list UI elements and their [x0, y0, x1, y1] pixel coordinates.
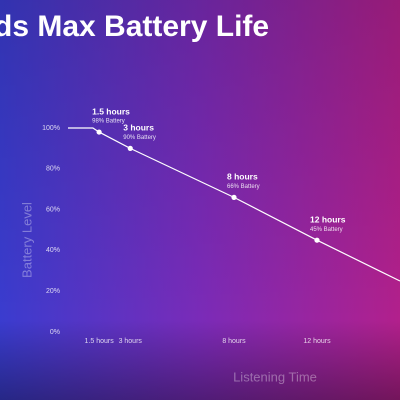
point-value-label: 98% Battery: [92, 119, 125, 125]
y-tick-label: 0%: [50, 329, 60, 336]
y-tick-label: 80%: [46, 166, 60, 173]
point-label: 3 hours: [123, 123, 154, 133]
point-value-label: 66% Battery: [227, 184, 260, 190]
x-axis-label: Listening Time: [233, 369, 317, 384]
x-tick-label: 12 hours: [303, 338, 331, 345]
point: [231, 194, 237, 200]
y-tick-label: 60%: [46, 206, 60, 213]
chart-title: ds Max Battery Life: [0, 10, 269, 43]
y-tick-label: 40%: [46, 247, 60, 254]
point-label: 1.5 hours: [92, 106, 130, 116]
y-tick-label: 20%: [46, 288, 60, 295]
y-tick-label: 100%: [42, 125, 60, 132]
point: [314, 237, 320, 243]
x-tick-label: 1.5 hours: [85, 338, 115, 345]
point-value-label: 45% Battery: [310, 227, 343, 233]
point-value-label: 90% Battery: [123, 135, 156, 141]
point: [96, 129, 102, 135]
y-axis-label: Battery Level: [19, 202, 34, 278]
point: [127, 145, 133, 151]
point-label: 12 hours: [310, 214, 346, 224]
x-tick-label: 3 hours: [119, 338, 143, 345]
x-tick-label: 8 hours: [222, 338, 246, 345]
point-label: 8 hours: [227, 172, 258, 182]
